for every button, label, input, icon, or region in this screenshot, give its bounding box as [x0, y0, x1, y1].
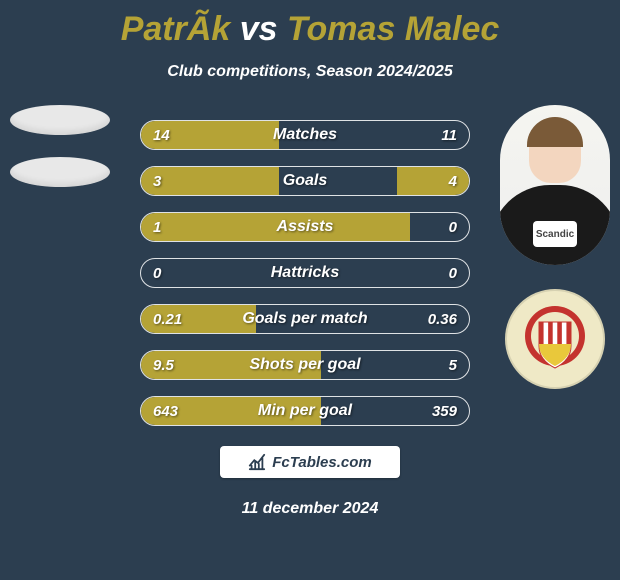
- player1-club-placeholder: [10, 157, 110, 187]
- stat-row: 34Goals: [140, 166, 470, 196]
- date-text: 11 december 2024: [0, 500, 620, 518]
- player2-name: Tomas Malec: [287, 10, 499, 48]
- player2-club-badge: [505, 289, 605, 389]
- stat-label: Goals per match: [141, 305, 469, 333]
- player2-photo: Scandic: [500, 105, 610, 265]
- stat-row: 0.210.36Goals per match: [140, 304, 470, 334]
- comparison-title: PatrÃ­k vs Tomas Malec: [0, 0, 620, 49]
- stat-rows: 1411Matches 34Goals 10Assists 00Hattricks 0.…: [140, 120, 470, 442]
- stat-label: Assists: [141, 213, 469, 241]
- stat-label: Goals: [141, 167, 469, 195]
- brand-pill[interactable]: FcTables.com: [220, 446, 400, 478]
- player1-name: PatrÃ­k: [121, 10, 231, 48]
- stat-row: 10Assists: [140, 212, 470, 242]
- club-shield-icon: [525, 304, 585, 374]
- player1-photo-placeholder: [10, 105, 110, 135]
- vs-text: vs: [240, 10, 278, 48]
- stat-label: Shots per goal: [141, 351, 469, 379]
- subtitle: Club competitions, Season 2024/2025: [0, 63, 620, 81]
- stat-label: Hattricks: [141, 259, 469, 287]
- player1-avatar-column: [5, 105, 115, 209]
- stat-label: Matches: [141, 121, 469, 149]
- player2-hair: [527, 117, 583, 147]
- player2-jersey-sponsor: Scandic: [533, 221, 577, 247]
- player2-avatar-column: Scandic: [495, 105, 615, 389]
- stat-row: 00Hattricks: [140, 258, 470, 288]
- brand-chart-icon: [248, 453, 266, 471]
- stat-label: Min per goal: [141, 397, 469, 425]
- stat-row: 9.55Shots per goal: [140, 350, 470, 380]
- stat-row: 1411Matches: [140, 120, 470, 150]
- stat-row: 643359Min per goal: [140, 396, 470, 426]
- brand-text: FcTables.com: [272, 454, 371, 471]
